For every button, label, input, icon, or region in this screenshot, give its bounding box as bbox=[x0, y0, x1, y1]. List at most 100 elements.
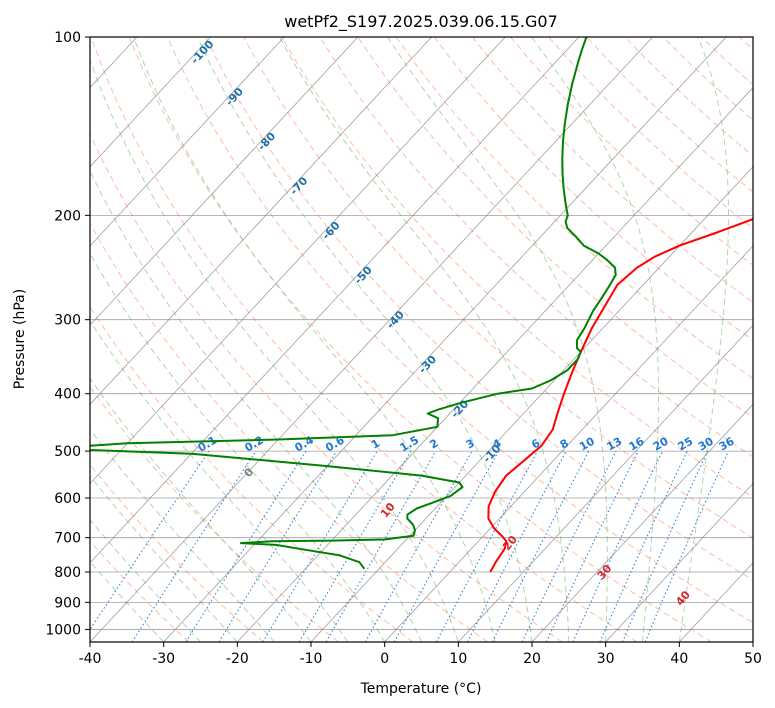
isotherm-label: -40 bbox=[384, 308, 407, 332]
moist-adiabat-line bbox=[90, 169, 422, 642]
dry-adiabat-line bbox=[243, 37, 753, 539]
dry-adiabat-line bbox=[662, 37, 753, 121]
mixing-ratio-line bbox=[90, 450, 210, 631]
isotherm-line bbox=[310, 166, 753, 642]
isotherm-line bbox=[90, 37, 211, 168]
moist-adiabat-line bbox=[678, 37, 729, 642]
moist-adiabat-line bbox=[90, 428, 275, 642]
mixing-ratio-line bbox=[621, 450, 709, 642]
x-tick-label: 20 bbox=[523, 651, 541, 667]
dry-adiabat-line bbox=[90, 222, 488, 642]
mixing-ratio-label: 16 bbox=[627, 434, 647, 453]
temperature-line bbox=[487, 217, 753, 573]
moist-adiabat-line bbox=[90, 518, 201, 642]
sounding-profiles bbox=[90, 37, 753, 573]
mixing-ratio-label: 3 bbox=[464, 437, 477, 452]
moist-adiabat-line bbox=[387, 37, 608, 642]
moist-adiabat-line bbox=[279, 37, 570, 642]
x-tick-label: -10 bbox=[300, 651, 323, 667]
dry-adiabat-line bbox=[128, 37, 712, 642]
chart-title: wetPf2_S197.2025.039.06.15.G07 bbox=[284, 12, 558, 32]
moist-adiabat-line bbox=[90, 252, 386, 642]
mixing-ratio-line bbox=[491, 450, 590, 642]
mixing-ratio-line bbox=[185, 450, 307, 642]
dry-adiabat-line bbox=[471, 37, 753, 304]
dry-adiabat-line bbox=[166, 37, 753, 624]
mixing-ratio-label: 20 bbox=[651, 434, 671, 453]
background-lines bbox=[90, 37, 753, 642]
dewpoint-line bbox=[90, 37, 617, 570]
moist-adiabat-line bbox=[133, 37, 496, 642]
isotherm-label: -60 bbox=[320, 219, 343, 243]
mixing-ratio-line bbox=[435, 450, 538, 642]
moist-adiabat-line bbox=[90, 475, 238, 642]
mixing-ratio-label: 10 bbox=[577, 434, 597, 453]
mixing-ratio-line bbox=[131, 450, 257, 642]
dry-adiabat-line bbox=[510, 37, 753, 266]
isotherm-line bbox=[90, 37, 359, 326]
x-axis-title: Temperature (°C) bbox=[360, 681, 482, 697]
y-axis-title: Pressure (hPa) bbox=[12, 289, 28, 389]
mixing-ratio-line bbox=[644, 450, 729, 642]
y-tick-label: 300 bbox=[54, 313, 81, 329]
moist-adiabat-line bbox=[90, 560, 165, 642]
isotherm-line bbox=[531, 403, 753, 642]
mixing-ratio-line bbox=[393, 450, 500, 642]
x-tick-label: 10 bbox=[449, 651, 467, 667]
isotherm-line bbox=[90, 37, 285, 247]
isotherm-line bbox=[605, 482, 753, 642]
dry-adiabat-line bbox=[700, 37, 753, 86]
x-tick-label: -20 bbox=[226, 651, 249, 667]
y-tick-label: 900 bbox=[54, 595, 81, 611]
mixing-ratio-line bbox=[218, 450, 338, 642]
isotherm-line bbox=[163, 37, 727, 642]
y-tick-label: 800 bbox=[54, 565, 81, 581]
moist-adiabat-line bbox=[90, 319, 349, 642]
x-tick-label: -40 bbox=[79, 651, 102, 667]
x-tick-label: 50 bbox=[744, 651, 762, 667]
dry-adiabat-line bbox=[395, 37, 753, 380]
isotherm-line bbox=[90, 37, 506, 485]
mixing-ratio-label: 30 bbox=[696, 434, 716, 453]
mixing-ratio-label: 36 bbox=[717, 434, 737, 453]
isotherm-line bbox=[0, 37, 63, 642]
dry-adiabat-line bbox=[738, 37, 753, 51]
isotherm-label: -70 bbox=[287, 174, 310, 198]
isotherm-label: -90 bbox=[223, 85, 246, 109]
isotherm-line bbox=[752, 641, 753, 642]
dry-adiabat-line bbox=[357, 37, 753, 418]
y-tick-label: 1000 bbox=[45, 622, 81, 638]
x-tick-label: 40 bbox=[670, 651, 688, 667]
mixing-ratio-line bbox=[599, 450, 688, 642]
isotherm-label: -50 bbox=[352, 263, 375, 287]
y-tick-label: 500 bbox=[54, 444, 81, 460]
moist-adiabat-label: 40 bbox=[673, 588, 693, 608]
dry-adiabat-line bbox=[204, 37, 753, 581]
moist-adiabat-line bbox=[197, 37, 533, 642]
y-axis: 100 200 300 400 500 600 700 800 900 1000 bbox=[45, 30, 90, 638]
plot-frame bbox=[89, 36, 754, 643]
dry-adiabat-line bbox=[433, 37, 753, 341]
x-axis: -40 -30 -20 -10 0 10 20 30 40 50 bbox=[79, 642, 762, 667]
grid-lines bbox=[0, 37, 753, 642]
isotherm-line bbox=[384, 245, 753, 642]
isotherm-label: -30 bbox=[416, 353, 439, 377]
dry-adiabat-line bbox=[90, 37, 638, 642]
mixing-ratio-label: 13 bbox=[604, 435, 624, 454]
moist-adiabat-label: 10 bbox=[378, 500, 398, 520]
moist-adiabat-line bbox=[531, 37, 659, 642]
isotherm-line bbox=[90, 37, 653, 642]
isotherm-line bbox=[458, 324, 753, 642]
mixing-ratio-line bbox=[364, 450, 473, 642]
x-tick-label: -30 bbox=[152, 651, 175, 667]
isotherm-line bbox=[90, 37, 432, 405]
mixing-ratio-label: 25 bbox=[676, 435, 696, 454]
dry-adiabat-line bbox=[90, 305, 414, 642]
dry-adiabat-line bbox=[90, 385, 339, 642]
y-tick-label: 600 bbox=[54, 491, 81, 507]
mixing-ratio-label: 2 bbox=[428, 437, 441, 452]
dry-adiabat-line bbox=[90, 540, 190, 642]
moist-adiabat-label: 30 bbox=[595, 562, 615, 582]
moist-adiabat-line bbox=[90, 58, 459, 642]
